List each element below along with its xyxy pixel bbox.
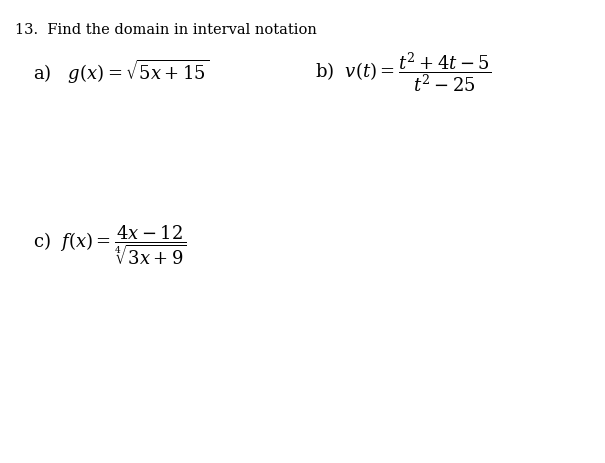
Text: a)   $g(x) = \sqrt{5x + 15}$: a) $g(x) = \sqrt{5x + 15}$ — [33, 58, 210, 86]
Text: b)  $v(t) = \dfrac{t^2+4t-5}{t^2-25}$: b) $v(t) = \dfrac{t^2+4t-5}{t^2-25}$ — [315, 50, 491, 94]
Text: 13.  Find the domain in interval notation: 13. Find the domain in interval notation — [15, 23, 317, 37]
Text: c)  $f(x) = \dfrac{4x-12}{\sqrt[4]{3x+9}}$: c) $f(x) = \dfrac{4x-12}{\sqrt[4]{3x+9}}… — [33, 224, 187, 267]
